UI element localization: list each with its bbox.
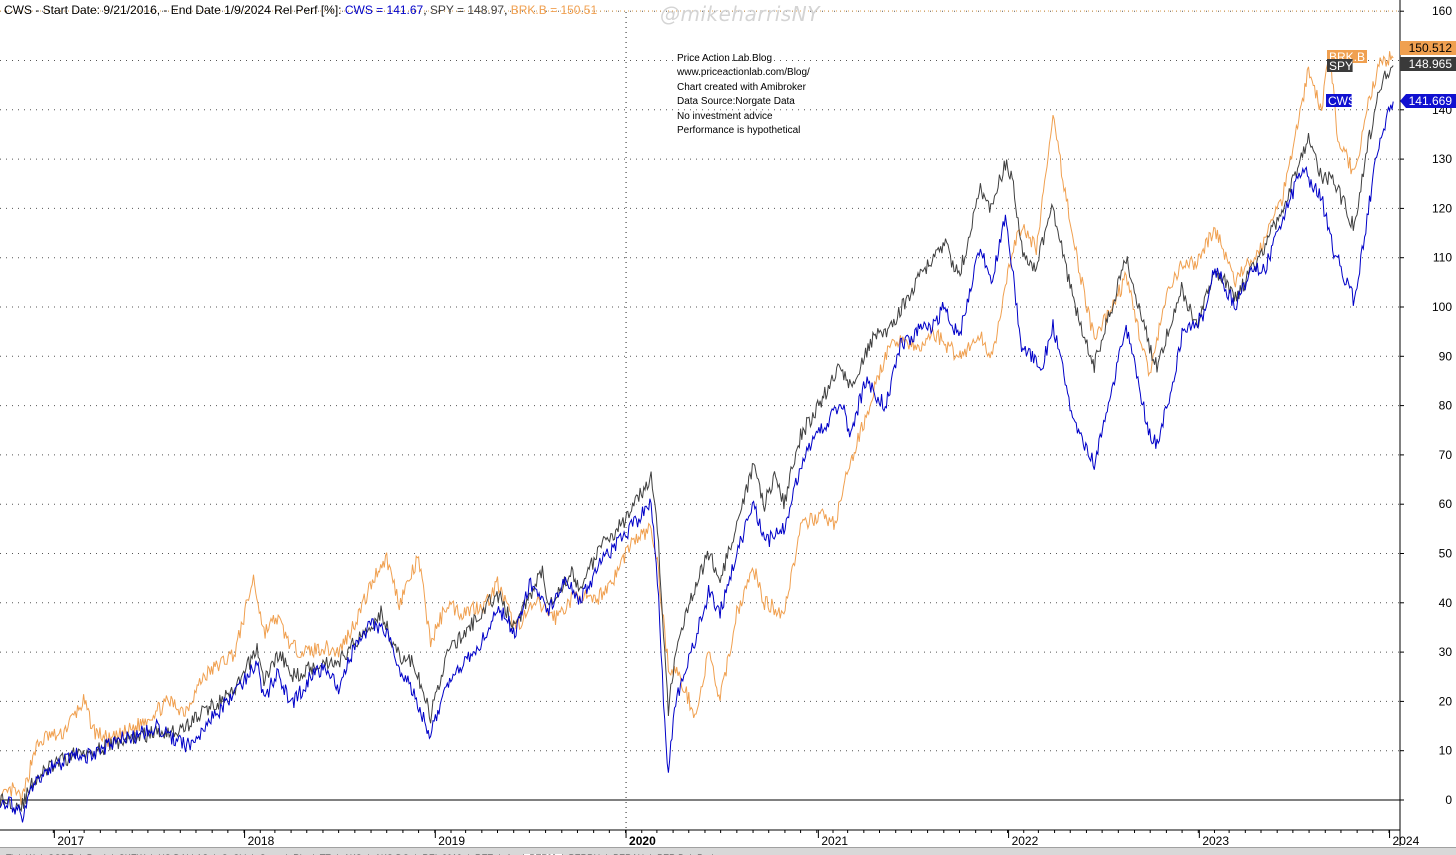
title-separator: ,	[423, 3, 430, 17]
y-tick-label: 50	[1439, 547, 1453, 561]
note-line: Chart created with Amibroker	[677, 81, 806, 93]
y-tick-label: 100	[1432, 300, 1452, 314]
y-tick-label: 120	[1432, 201, 1452, 215]
series-layer	[0, 51, 1394, 823]
y-tick-label: 130	[1432, 152, 1452, 166]
end-label-box	[1327, 59, 1353, 72]
note-line: Price Action Lab Blog	[677, 53, 773, 64]
y-tick-label: 160	[1432, 4, 1452, 18]
y-tick-label: 20	[1439, 694, 1453, 708]
end-label-spy: SPY	[1329, 59, 1353, 73]
x-tick-label: 2021	[821, 834, 848, 848]
y-tick-label: 70	[1439, 448, 1453, 462]
x-tick-label: 2019	[438, 834, 465, 848]
note-line: www.priceactionlab.com/Blog/	[677, 67, 810, 79]
y-tick-label: 10	[1439, 744, 1453, 758]
y-tick-label: 60	[1439, 497, 1453, 511]
x-tick-label: 2020	[629, 834, 656, 848]
end-label-cws: CWS	[1328, 94, 1356, 108]
value-marker-cws	[1400, 94, 1456, 108]
y-tick-label: 0	[1445, 793, 1452, 807]
value-marker-label: 150.512	[1409, 41, 1453, 55]
chart-notes: Price Action Lab Blog www.priceactionlab…	[677, 52, 810, 138]
title-spy-value: SPY = 148.97	[429, 3, 505, 17]
x-tick-label: 2023	[1202, 834, 1229, 848]
y-tick-label: 110	[1433, 251, 1452, 265]
chart-title: CWS - Start Date: 9/21/2016, - End Date …	[4, 3, 597, 17]
series-line-cws	[0, 101, 1394, 823]
x-tick-label: 2024	[1393, 834, 1420, 848]
x-tick-label: 2018	[248, 834, 275, 848]
title-prefix: CWS - Start Date: 9/21/2016, - End Date …	[4, 3, 345, 17]
y-tick-label: 40	[1439, 596, 1453, 610]
title-cws-value: CWS = 141.67	[344, 3, 424, 17]
series-line-brkb	[0, 51, 1394, 808]
y-tick-label: 80	[1439, 399, 1453, 413]
end-label-box	[1326, 94, 1352, 107]
note-line: Data Source:Norgate Data	[677, 96, 795, 108]
y-tick-label: 90	[1439, 349, 1453, 363]
value-marker-label: 148.965	[1409, 57, 1453, 71]
series-line-spy	[0, 65, 1394, 813]
x-tick-label: 2017	[57, 834, 84, 848]
watermark: @mikeharrisNY	[660, 2, 820, 26]
value-marker-brkb	[1400, 41, 1456, 55]
note-line: Performance is hypothetical	[677, 125, 801, 137]
y-tick-label: 30	[1439, 645, 1453, 659]
value-marker-spy	[1400, 57, 1456, 71]
title-brk-value: BRK.B = 150.51	[510, 3, 598, 17]
note-line: No investment advice	[677, 110, 773, 122]
title-separator: ,	[504, 3, 511, 17]
value-marker-label: 141.669	[1409, 94, 1453, 108]
x-tick-label: 2022	[1012, 834, 1039, 848]
